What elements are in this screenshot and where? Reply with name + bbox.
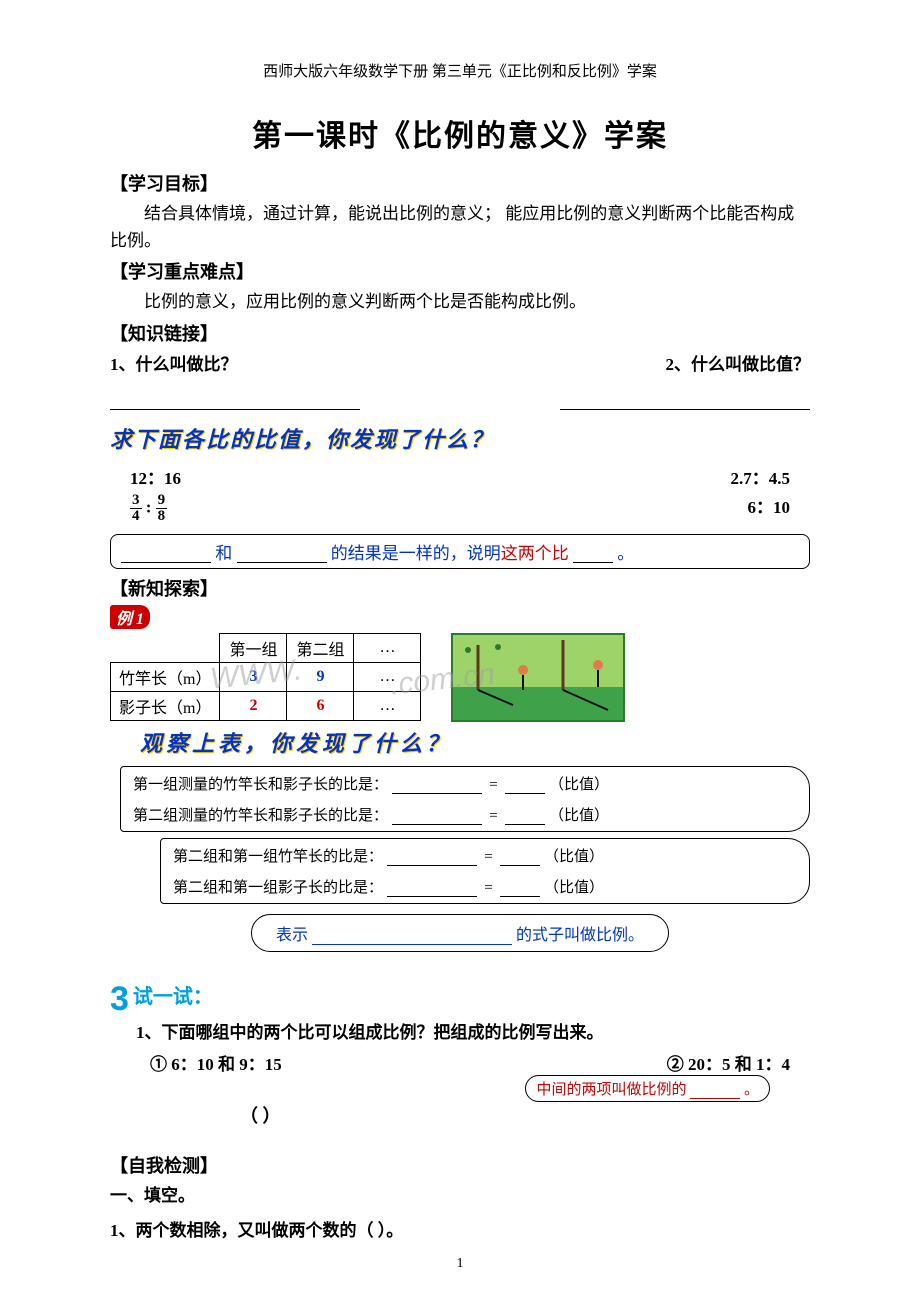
result-blank-3[interactable]	[573, 546, 613, 563]
doc-header: 西师大版六年级数学下册 第三单元《正比例和反比例》学案	[110, 60, 810, 81]
ratio-a: 12：16	[130, 464, 181, 489]
obs-box-2: 第二组和第一组竹竿长的比是： = （比值） 第二组和第一组影子长的比是： = （…	[160, 838, 810, 904]
obs-val-4: （比值）	[544, 880, 604, 896]
try-question: 1、下面哪组中的两个比可以组成比例？把组成的比例写出来。	[136, 1019, 810, 1046]
page-title: 第一课时《比例的意义》学案	[110, 111, 810, 155]
row1-v2: 9	[287, 662, 354, 691]
obs-l2: 第二组测量的竹竿长和影子长的比是：	[133, 808, 388, 824]
colorful-heading-1: 求下面各比的比值，你发现了什么？	[110, 422, 810, 454]
link-questions: 1、什么叫做比？ 2、什么叫做比值？	[110, 350, 810, 375]
paren-answer[interactable]: （ ）	[240, 1102, 810, 1128]
obs-blank-2b[interactable]	[505, 808, 545, 825]
opt-2: ② 20：5 和 1：4	[667, 1050, 790, 1075]
definition-box: 表示 的式子叫做比例。	[251, 914, 669, 952]
result-mid: 的结果是一样的，说明	[331, 544, 501, 563]
obs-val-1: （比值）	[549, 777, 609, 793]
focus-heading: 【学习重点难点】	[110, 258, 810, 284]
fill-heading: 一、填空。	[110, 1182, 810, 1209]
example-row: 第一组 第二组 … 竹竿长（m） 3 9 … 影子长（m） 2 6 …	[110, 633, 810, 722]
red-note-blank[interactable]	[690, 1082, 740, 1099]
result-end: 。	[617, 544, 634, 563]
obs-blank-1b[interactable]	[505, 777, 545, 794]
goals-text: 结合具体情境，通过计算，能说出比例的意义； 能应用比例的意义判断两个比能否构成比…	[110, 200, 810, 254]
obs-val-3: （比值）	[544, 849, 604, 865]
ratio-row-1: 12：16 2.7：4.5	[110, 464, 810, 489]
explore-heading: 【新知探索】	[110, 575, 810, 601]
link-answer-lines	[110, 391, 810, 410]
obs-l3: 第二组和第一组竹竿长的比是：	[173, 849, 383, 865]
th-group1: 第一组	[220, 633, 287, 662]
selfcheck-heading: 【自我检测】	[110, 1152, 810, 1178]
try-label: 试一试：	[133, 986, 213, 1008]
result-blank-2[interactable]	[237, 546, 327, 563]
row2-v1: 2	[220, 691, 287, 720]
example-table: 第一组 第二组 … 竹竿长（m） 3 9 … 影子长（m） 2 6 …	[110, 633, 421, 721]
try-number: 3	[110, 980, 129, 1019]
row2-v2: 6	[287, 691, 354, 720]
result-and: 和	[215, 544, 232, 563]
try-section: 3 试一试： 1、下面哪组中的两个比可以组成比例？把组成的比例写出来。	[110, 980, 810, 1046]
row1-label: 竹竿长（m）	[111, 662, 220, 691]
try-options: ① 6：10 和 9：15 ② 20：5 和 1：4	[110, 1046, 810, 1075]
obs-eq-2: =	[489, 808, 497, 824]
obs-box-1: 第一组测量的竹竿长和影子长的比是： = （比值） 第二组测量的竹竿长和影子长的比…	[120, 766, 810, 832]
link-q2: 2、什么叫做比值？	[666, 350, 811, 375]
obs-blank-1a[interactable]	[392, 777, 482, 794]
illustration-svg	[453, 635, 623, 720]
ratio-b: 2.7：4.5	[731, 464, 791, 489]
result-red: 这两个比	[501, 544, 569, 563]
goals-heading: 【学习目标】	[110, 170, 810, 196]
ratio-c: 34 : 98	[130, 493, 167, 524]
obs-l1: 第一组测量的竹竿长和影子长的比是：	[133, 777, 388, 793]
result-blank-1[interactable]	[121, 546, 211, 563]
obs-blank-3b[interactable]	[500, 849, 540, 866]
obs-eq-3: =	[484, 849, 492, 865]
example-label: 例 1	[110, 605, 150, 629]
ratio-row-2: 34 : 98 6：10	[110, 493, 810, 524]
result-box: 和 的结果是一样的，说明这两个比 。	[110, 534, 810, 569]
row1-dots: …	[354, 662, 421, 691]
fill-q1: 1、两个数相除，又叫做两个数的（ ）。	[110, 1217, 810, 1244]
row2-dots: …	[354, 691, 421, 720]
obs-blank-4a[interactable]	[387, 880, 477, 897]
red-note-a: 中间的两项叫做比例的	[536, 1082, 686, 1098]
link-heading: 【知识链接】	[110, 320, 810, 346]
focus-text: 比例的意义，应用比例的意义判断两个比是否能构成比例。	[110, 288, 810, 315]
def-b: 的式子叫做比例。	[516, 927, 644, 944]
colorful-heading-2: 观察上表，你发现了什么？	[140, 726, 810, 758]
obs-eq-1: =	[489, 777, 497, 793]
obs-blank-2a[interactable]	[392, 808, 482, 825]
def-a: 表示	[276, 927, 308, 944]
worksheet-page: 西师大版六年级数学下册 第三单元《正比例和反比例》学案 第一课时《比例的意义》学…	[0, 0, 920, 1302]
row1-v1: 3	[220, 662, 287, 691]
th-dots: …	[354, 633, 421, 662]
obs-blank-4b[interactable]	[500, 880, 540, 897]
obs-l4: 第二组和第一组影子长的比是：	[173, 880, 383, 896]
answer-line-2[interactable]	[560, 391, 810, 410]
obs-blank-3a[interactable]	[387, 849, 477, 866]
def-blank[interactable]	[312, 928, 512, 945]
obs-eq-4: =	[484, 880, 492, 896]
row2-label: 影子长（m）	[111, 691, 220, 720]
answer-line-1[interactable]	[110, 391, 360, 410]
page-number: 1	[0, 1256, 920, 1272]
obs-val-2: （比值）	[549, 808, 609, 824]
opt-1: ① 6：10 和 9：15	[150, 1050, 282, 1075]
illustration	[451, 633, 625, 722]
red-note-box: 中间的两项叫做比例的 。	[525, 1075, 770, 1102]
ratio-d: 6：10	[748, 493, 791, 524]
red-note-b: 。	[744, 1082, 759, 1098]
th-group2: 第二组	[287, 633, 354, 662]
link-q1: 1、什么叫做比？	[110, 350, 238, 375]
